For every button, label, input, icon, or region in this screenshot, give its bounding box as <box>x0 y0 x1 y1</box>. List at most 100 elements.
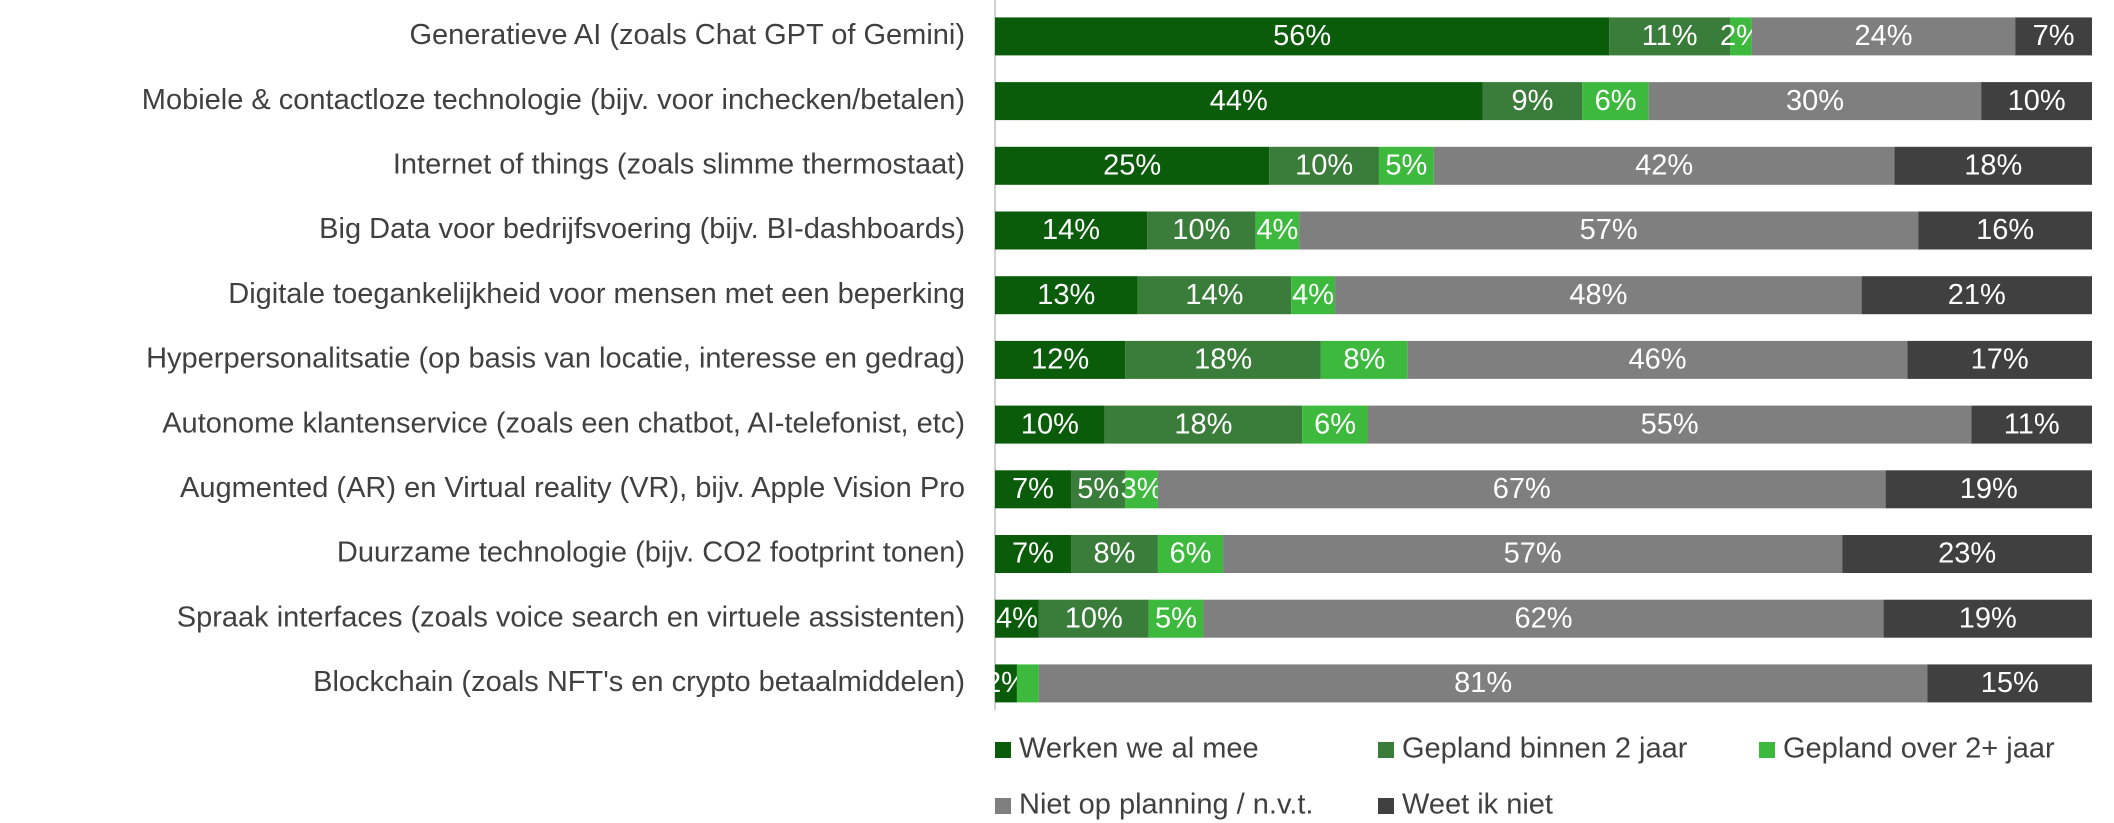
bar-segment <box>1157 535 1224 573</box>
bar-segment <box>1335 276 1862 315</box>
legend-label: Niet op planning / n.v.t. <box>1019 789 1313 821</box>
data-label: 12% <box>1031 344 1089 376</box>
data-label: 44% <box>1210 85 1268 117</box>
data-label: 46% <box>1629 344 1687 376</box>
bar-segment <box>1223 535 1843 573</box>
data-label: 10% <box>1295 149 1353 181</box>
data-label: 42% <box>1635 149 1693 181</box>
bar-segment <box>1016 664 1039 703</box>
data-label: 5% <box>1385 149 1427 181</box>
data-label: 7% <box>1012 538 1054 570</box>
bar-segment <box>1320 340 1408 379</box>
data-label: 48% <box>1569 279 1627 311</box>
data-label: 7% <box>2033 20 2075 52</box>
bar-segment <box>995 146 1270 185</box>
bar-segment <box>1137 276 1292 315</box>
data-label: 18% <box>1174 408 1232 440</box>
data-label: 8% <box>1343 344 1385 376</box>
bar-segment <box>995 405 1105 444</box>
category-label: Generatieve AI (zoals Chat GPT of Gemini… <box>409 19 965 51</box>
bar-segment <box>1269 146 1379 185</box>
data-label: 18% <box>1964 149 2022 181</box>
bar-segment <box>995 664 1017 703</box>
data-label: 19% <box>1959 602 2017 634</box>
bar-segment <box>1927 664 2092 703</box>
bar-segment <box>1147 211 1256 250</box>
data-label: 11% <box>1642 20 1698 52</box>
bar-segment <box>1125 340 1321 379</box>
data-label: 23% <box>1938 538 1996 570</box>
bar-segment <box>1407 340 1908 379</box>
legend-label: Weet ik niet <box>1402 789 1553 821</box>
legend-label: Werken we al mee <box>1019 733 1259 765</box>
bar-segment <box>1148 599 1204 638</box>
data-label: 81% <box>1454 667 1512 699</box>
bar-segment <box>1302 405 1368 444</box>
data-label: 18% <box>1194 344 1252 376</box>
legend-swatch <box>1378 798 1394 814</box>
data-label: 57% <box>1504 538 1562 570</box>
legend-swatch <box>1759 742 1775 758</box>
bar-segment <box>995 599 1039 638</box>
bar-segment <box>2015 17 2092 56</box>
bar-segment <box>995 340 1126 379</box>
category-label: Duurzame technologie (bijv. CO2 footprin… <box>337 537 965 569</box>
bar-segment <box>1861 276 2092 315</box>
data-label: 4% <box>1292 279 1334 311</box>
bar-segment <box>1203 599 1884 638</box>
category-label: Mobiele & contactloze technologie (bijv.… <box>142 84 965 116</box>
legend-label: Gepland over 2+ jaar <box>1783 733 2055 765</box>
bar-segment <box>995 211 1148 250</box>
data-label: 17% <box>1971 344 2029 376</box>
data-label: 57% <box>1580 214 1638 246</box>
bar-segment <box>1291 276 1336 315</box>
data-label: 4% <box>996 602 1038 634</box>
bar-segment <box>1433 146 1895 185</box>
data-label: 10% <box>1172 214 1230 246</box>
data-label: 13% <box>1037 279 1095 311</box>
bar-segment <box>1071 535 1158 573</box>
bar-segment <box>1125 470 1158 509</box>
bar-segment <box>1729 17 1752 56</box>
data-label: 5% <box>1155 602 1197 634</box>
data-label: 25% <box>1103 149 1161 181</box>
legend-label: Gepland binnen 2 jaar <box>1402 733 1688 765</box>
bar-segment <box>1751 17 2016 56</box>
category-label: Digitale toegankelijkheid voor mensen me… <box>228 278 965 310</box>
data-label: 30% <box>1786 85 1844 117</box>
category-label: Autonome klantenservice (zoals een chatb… <box>162 407 965 439</box>
category-label: Blockchain (zoals NFT's en crypto betaal… <box>313 666 965 698</box>
bar-segment <box>1104 405 1303 444</box>
category-label: Big Data voor bedrijfsvoering (bijv. BI-… <box>319 213 965 245</box>
bar-segment <box>1482 82 1583 121</box>
bar-segment <box>1648 82 1982 121</box>
data-label: 56% <box>1273 20 1331 52</box>
bar-segment <box>1885 470 2092 509</box>
data-label: 10% <box>1065 602 1123 634</box>
bar-segment <box>1907 340 2092 379</box>
bar-segment <box>1299 211 1919 250</box>
category-label: Augmented (AR) en Virtual reality (VR), … <box>180 472 965 504</box>
bar-segment <box>995 535 1072 573</box>
data-label: 14% <box>1185 279 1243 311</box>
data-label: 9% <box>1511 85 1553 117</box>
bar-segment <box>1582 82 1649 121</box>
data-label: 10% <box>2008 85 2066 117</box>
data-label: 8% <box>1094 538 1136 570</box>
bar-segment <box>1038 664 1928 703</box>
bar-segment <box>1071 470 1126 509</box>
data-label: 10% <box>1021 408 1079 440</box>
bar-segment <box>1255 211 1300 250</box>
bar-segment <box>1038 599 1149 638</box>
category-label: Spraak interfaces (zoals voice search en… <box>177 601 965 633</box>
data-label: 5% <box>1077 473 1119 505</box>
data-label: 4% <box>1256 214 1298 246</box>
data-label: 21% <box>1948 279 2006 311</box>
bar-segment <box>1842 535 2092 573</box>
bar-segment <box>995 276 1138 315</box>
data-label: 11% <box>2004 408 2060 440</box>
bar-segment <box>1609 17 1730 56</box>
data-label: 67% <box>1493 473 1551 505</box>
data-label: 62% <box>1514 602 1572 634</box>
